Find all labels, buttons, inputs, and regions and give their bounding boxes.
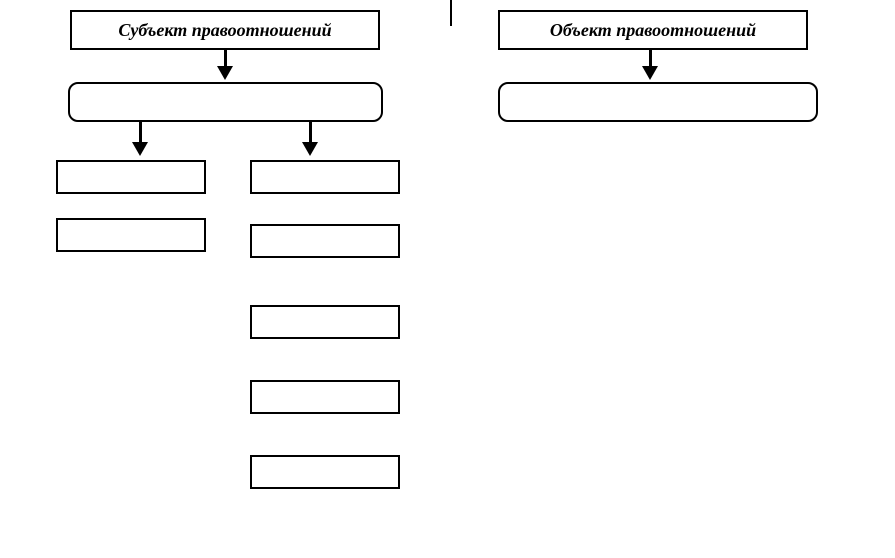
rightcol-box-5 [250,455,400,489]
rightcol-box-4 [250,380,400,414]
object-header-box: Объект правоотношений [498,10,808,50]
subject-rounded-box [68,82,383,122]
vertical-divider [450,0,452,26]
leftcol-box-1 [56,160,206,194]
rightcol-box-3 [250,305,400,339]
rightcol-box-2 [250,224,400,258]
object-rounded-box [498,82,818,122]
subject-header-label: Субъект правоотношений [118,20,331,41]
object-header-label: Объект правоотношений [550,20,756,41]
leftcol-box-2 [56,218,206,252]
subject-header-box: Субъект правоотношений [70,10,380,50]
rightcol-box-1 [250,160,400,194]
